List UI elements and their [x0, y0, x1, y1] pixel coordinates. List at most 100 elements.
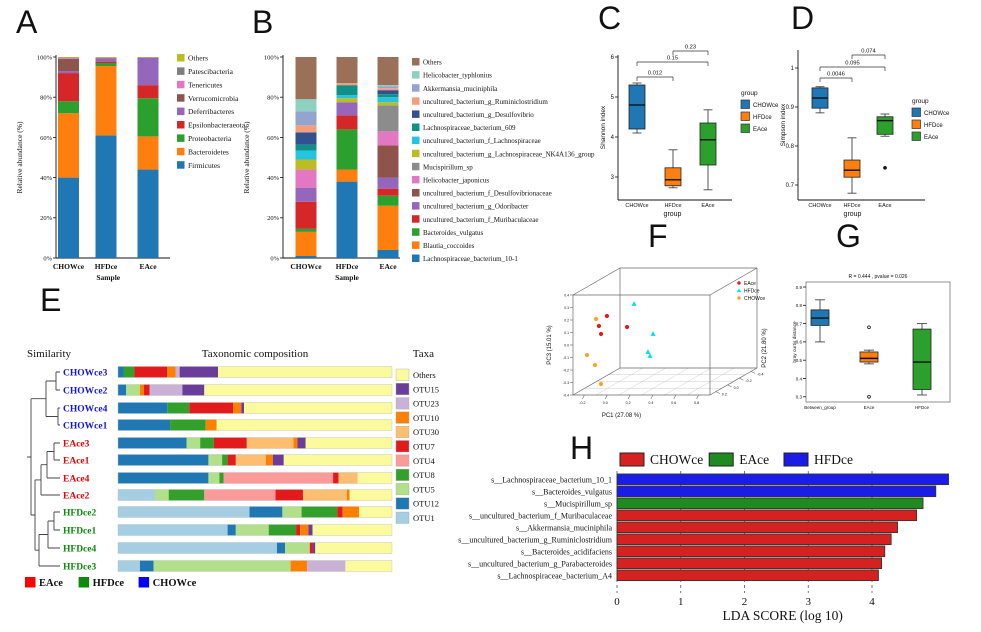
rect — [412, 189, 420, 197]
label: 40% — [40, 175, 53, 182]
y-axis-label: Simpson index — [780, 103, 787, 146]
outlier-point — [883, 166, 887, 170]
label: CHOWce — [53, 262, 85, 271]
legend-label: Mucispirillum_sp — [423, 163, 473, 171]
label: 5 — [611, 95, 615, 101]
x-tick-label: 2 — [742, 596, 748, 608]
bar-segment — [95, 63, 117, 67]
taxa-legend-label: OTU30 — [413, 427, 439, 437]
composition-bar-outline — [117, 489, 393, 501]
label: 80% — [40, 95, 53, 102]
rect — [177, 67, 185, 75]
label: HFDce — [843, 203, 860, 209]
composition-segment — [118, 437, 187, 449]
composition-segment — [305, 437, 392, 449]
composition-segment — [308, 524, 313, 536]
x-axis-label: Sample — [335, 273, 359, 282]
taxa-legend-label: OTU4 — [413, 456, 435, 466]
composition-segment — [309, 542, 313, 554]
label: 3 — [611, 175, 615, 181]
composition-bar-outline — [117, 506, 393, 518]
label: 0.5 — [796, 358, 803, 363]
bar-label: s__Bacteroides_vulgatus — [532, 487, 612, 496]
taxa-header: Taxa — [413, 348, 434, 360]
scatter-point — [604, 313, 610, 319]
rect — [619, 452, 645, 467]
bar-segment — [95, 61, 117, 64]
line — [696, 394, 699, 400]
bar-segment — [377, 85, 399, 87]
label: CHOWce — [290, 262, 322, 271]
bar-label: s__Bacteroides_acidifaciens — [521, 547, 612, 556]
x-axis-label: group — [844, 211, 862, 218]
composition-segment — [118, 454, 209, 466]
composition-segment — [268, 524, 297, 536]
bar-segment — [95, 66, 117, 136]
bar-segment — [137, 58, 159, 86]
legend-label: EAce — [739, 452, 769, 467]
composition-bar-outline — [117, 366, 393, 378]
label: 100% — [264, 54, 280, 61]
label: HFDce — [664, 203, 681, 209]
legend-label: Deferribacteres — [188, 107, 234, 116]
rect — [395, 468, 410, 481]
dendrogram-branch — [41, 451, 60, 479]
panel-g-chart: 0.3 0.4 0.5 0.6 0.7 0.8 0.9 Between_group EAce HF… — [792, 274, 951, 410]
bar-segment — [137, 136, 159, 170]
composition-segment — [179, 366, 219, 378]
taxa-legend-label: OTU8 — [413, 470, 435, 480]
label: -0.4 — [563, 393, 569, 397]
line — [750, 371, 756, 374]
legend-label: Helicobacter_japonicus — [423, 177, 489, 185]
composition-segment — [275, 489, 303, 501]
bar-segment — [336, 169, 358, 182]
composition-segment — [208, 472, 220, 484]
rect — [177, 134, 185, 142]
line — [727, 384, 732, 388]
composition-segment — [170, 419, 206, 431]
label: 0% — [270, 255, 279, 262]
taxa-legend-label: OTU23 — [413, 399, 439, 409]
label: 20% — [267, 215, 280, 222]
rect — [412, 162, 420, 171]
label: 100% — [37, 54, 53, 61]
composition-segment — [204, 384, 392, 396]
composition-segment — [222, 454, 228, 466]
composition-segment — [139, 560, 154, 572]
composition-segment — [246, 437, 294, 449]
y-axis-label: Relative abundance (%) — [15, 121, 24, 194]
label: HFDce — [336, 262, 359, 271]
rect — [740, 99, 750, 109]
composition-segment — [204, 489, 276, 501]
composition-segment — [357, 472, 392, 484]
rect — [177, 54, 185, 62]
rect — [708, 452, 734, 467]
legend-marker — [737, 281, 741, 285]
panel-label-a: A — [16, 4, 38, 40]
composition-segment — [241, 402, 245, 414]
label: 0.8 — [786, 144, 795, 150]
box — [699, 122, 717, 166]
composition-segment — [272, 454, 284, 466]
legend-label: CHOWce — [650, 452, 703, 467]
p-value: 0.15 — [667, 56, 678, 62]
composition-segment — [118, 524, 228, 536]
rect — [911, 107, 921, 117]
label: 0% — [43, 255, 52, 262]
legend-label: CHOWce — [753, 103, 779, 109]
label: 0.3 — [796, 395, 803, 400]
legend-label: uncultured_bacterium_g_Odoribacter — [423, 203, 529, 211]
outlier-point — [867, 394, 871, 399]
bar-segment — [377, 105, 399, 132]
rect — [177, 121, 185, 129]
legend-label: EAce — [753, 127, 768, 133]
composition-segment — [297, 437, 306, 449]
legend-label: Helicobacter_typhlonius — [423, 72, 492, 80]
lda-bar — [616, 569, 879, 582]
legend-label: EAce — [744, 281, 756, 287]
sample-label: CHOWce1 — [63, 422, 108, 432]
scatter-point — [650, 331, 656, 336]
bar-segment — [58, 101, 79, 114]
rect — [395, 483, 410, 496]
